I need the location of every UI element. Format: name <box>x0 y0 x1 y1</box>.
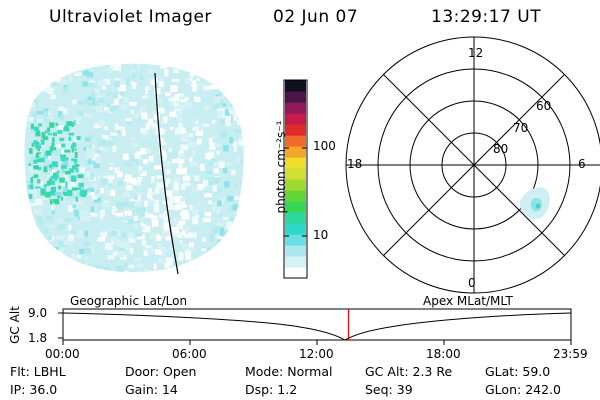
timeline-ylabel: GC Alt <box>8 306 22 344</box>
color-bar <box>283 79 308 279</box>
time-label: 13:29:17 UT <box>431 7 542 27</box>
timeline-right-title: Apex MLat/MLT <box>423 294 513 308</box>
altitude-curve <box>62 312 572 341</box>
footer-value: 36.0 <box>29 382 58 397</box>
uv-earth-image <box>24 63 244 275</box>
footer-value: 14 <box>161 382 178 397</box>
colorbar-segment <box>285 113 306 125</box>
polar-lat-60: 60 <box>536 99 552 113</box>
timeline-xtick-label: 06:00 <box>172 347 207 361</box>
footer-field: Dsp: 1.2 <box>245 382 297 397</box>
colorbar-segment <box>285 190 306 202</box>
footer-field: Gain: 14 <box>125 382 178 397</box>
instrument-title: Ultraviolet Imager <box>49 7 212 27</box>
colorbar-segment <box>285 267 306 279</box>
footer-key: GLon: <box>485 382 526 397</box>
footer-key: GC Alt: <box>365 364 413 379</box>
colorbar-segment <box>285 245 306 257</box>
polar-lat-80: 80 <box>493 142 509 156</box>
colorbar-unit-label: photon cm⁻²s⁻¹ <box>274 120 288 214</box>
terminator-line <box>154 72 179 275</box>
colorbar-segment <box>285 102 306 114</box>
footer-field: GC Alt: 2.3 Re <box>365 364 452 379</box>
polar-lat-70: 70 <box>513 121 529 135</box>
footer-field: Door: Open <box>125 364 196 379</box>
polar-label-12: 12 <box>468 46 484 60</box>
footer-value: LBHL <box>33 364 66 379</box>
timeline-frame <box>62 308 572 341</box>
footer-field: Flt: LBHL <box>10 364 66 379</box>
polar-auroral-patch <box>520 187 550 219</box>
colorbar-tick-100: 100 <box>313 139 336 153</box>
footer-key: Door: <box>125 364 164 379</box>
colorbar-segment <box>285 157 306 169</box>
colorbar-segment <box>285 256 306 268</box>
footer-field: Seq: 39 <box>365 382 413 397</box>
timeline-xtick-label: 00:00 <box>45 347 80 361</box>
colorbar-segment <box>285 80 306 92</box>
date-label: 02 Jun 07 <box>273 7 359 27</box>
timeline-plot <box>58 308 572 345</box>
colorbar-segment <box>285 135 306 147</box>
color-bar-ticks <box>284 147 307 237</box>
colorbar-segment <box>285 234 306 246</box>
colorbar-segment <box>285 168 306 180</box>
footer-key: IP: <box>10 382 30 397</box>
footer-value: Normal <box>287 364 333 379</box>
footer-key: Flt: <box>10 364 34 379</box>
footer-value: 39 <box>396 382 413 397</box>
footer-field: IP: 36.0 <box>10 382 57 397</box>
polar-label-0: 0 <box>468 276 476 290</box>
colorbar-tick-10: 10 <box>313 228 329 242</box>
footer-value: 242.0 <box>525 382 561 397</box>
footer-value: 1.2 <box>277 382 298 397</box>
colorbar-segment <box>285 91 306 103</box>
polar-label-18: 18 <box>347 157 363 171</box>
footer-key: Mode: <box>245 364 288 379</box>
footer-value: Open <box>163 364 197 379</box>
polar-plot <box>345 36 600 294</box>
timeline-left-title: Geographic Lat/Lon <box>70 294 188 308</box>
timeline-ytick-bottom: 1.8 <box>28 331 48 345</box>
footer-field: GLat: 59.0 <box>485 364 550 379</box>
timeline-ytick-top: 9.0 <box>28 306 48 320</box>
timeline-xtick-label: 12:00 <box>299 347 334 361</box>
footer-key: Gain: <box>125 382 162 397</box>
colorbar-segment <box>285 212 306 224</box>
colorbar-segment <box>285 146 306 158</box>
polar-diagonal-2 <box>383 74 565 256</box>
timeline-xtick-label: 18:00 <box>426 347 461 361</box>
colorbar-segment <box>285 124 306 136</box>
timeline-xtick-label: 23:59 <box>553 347 588 361</box>
footer-value: 2.3 Re <box>412 364 453 379</box>
colorbar-segment <box>285 223 306 235</box>
footer-key: Seq: <box>365 382 397 397</box>
footer-key: GLat: <box>485 364 523 379</box>
colorbar-segment <box>285 179 306 191</box>
footer-value: 59.0 <box>522 364 551 379</box>
footer-field: GLon: 242.0 <box>485 382 561 397</box>
polar-label-6: 6 <box>578 157 586 171</box>
footer-field: Mode: Normal <box>245 364 332 379</box>
colorbar-segment <box>285 201 306 213</box>
footer-key: Dsp: <box>245 382 278 397</box>
